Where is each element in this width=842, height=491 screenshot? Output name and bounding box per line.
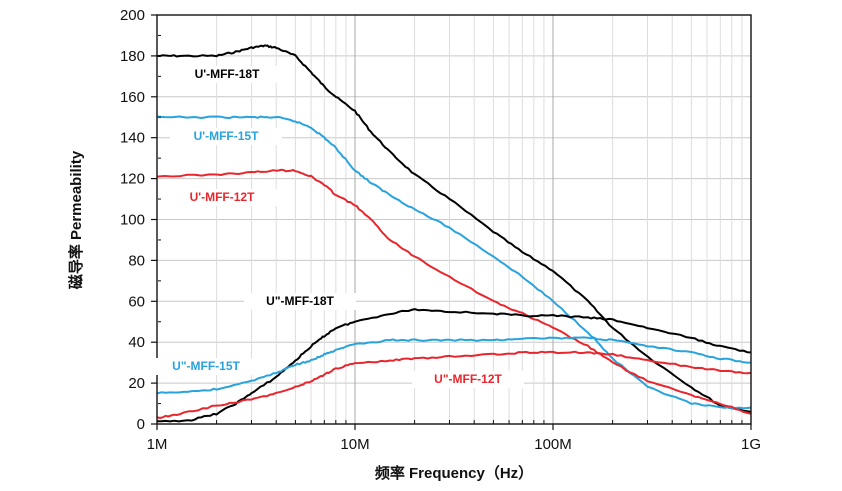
y-tick-label: 60 (128, 293, 145, 310)
series-label: U'-MFF-15T (194, 129, 260, 143)
y-tick-label: 200 (120, 7, 145, 24)
x-tick-label: 100M (534, 436, 572, 453)
y-tick-label: 160 (120, 89, 145, 106)
y-axis-title: 磁导率 Permeability (67, 150, 85, 289)
axis-ticks: 0 20 40 60 80 100 120 140 160 180 200 1M 10M 100M 1G (120, 7, 761, 453)
series-label: U"-MFF-18T (266, 294, 334, 308)
series-line-u-mff-12t (156, 350, 752, 419)
series-label-backing (170, 128, 282, 145)
series-label-backing (166, 189, 278, 206)
series-label-backing (412, 371, 524, 388)
series-line-u-mff-18t (156, 44, 752, 413)
series-label: U"-MFF-15T (172, 359, 240, 373)
x-tick-label: 1M (147, 436, 168, 453)
series-labels: U'-MFF-18T U'-MFF-15T U'-MFF-12T U"-MFF-18T… (150, 66, 524, 388)
x-tick-label: 1G (741, 436, 761, 453)
y-tick-label: 140 (120, 130, 145, 147)
y-tick-label: 100 (120, 212, 145, 229)
y-tick-label: 80 (128, 252, 145, 269)
y-tick-label: 20 (128, 375, 145, 392)
series-line-u-mff-15t (156, 336, 751, 395)
x-axis-title: 频率 Frequency（Hz） (375, 464, 533, 482)
series-label-backing (150, 358, 262, 375)
grid (157, 15, 751, 424)
y-tick-label: 120 (120, 171, 145, 188)
series-label: U"-MFF-12T (434, 372, 502, 386)
series-line-u-mff-18t (157, 308, 752, 423)
y-tick-label: 40 (128, 334, 145, 351)
series-label: U'-MFF-12T (190, 190, 256, 204)
series-label-backing (244, 293, 356, 310)
series-line-u-mff-12t (156, 168, 752, 415)
series-label: U'-MFF-18T (195, 67, 261, 81)
series-lines (156, 44, 752, 423)
series-label-backing (171, 66, 283, 83)
y-tick-label: 180 (120, 48, 145, 65)
y-tick-label: 0 (137, 416, 145, 433)
x-tick-label: 10M (340, 436, 369, 453)
